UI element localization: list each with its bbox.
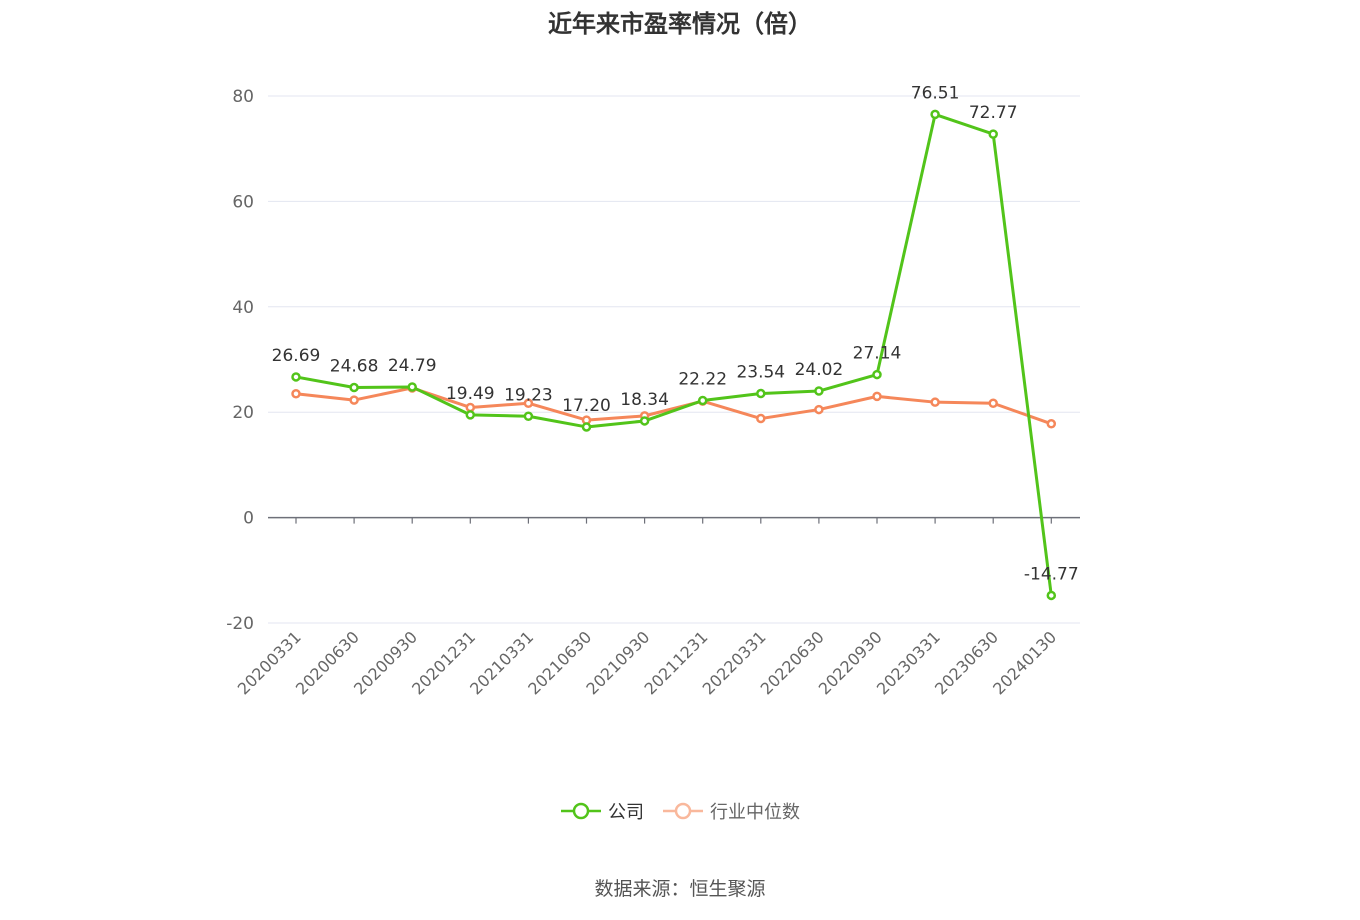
x-tick-label: 20240130 [989, 627, 1060, 698]
company-data-label: 24.68 [330, 357, 379, 377]
company-data-label: 19.49 [446, 384, 495, 404]
company-point [930, 109, 940, 120]
y-tick-label: -20 [226, 614, 254, 634]
data-labels: 26.69 24.68 24.79 19.49 19.23 17.20 18.34 22.22… [272, 83, 1079, 584]
industry-median-point [523, 398, 534, 408]
company-data-label: 22.22 [678, 370, 727, 390]
legend-item-company[interactable]: 公司 [560, 798, 644, 824]
company-data-label: -14.77 [1024, 564, 1079, 584]
data-source: 数据来源：恒生聚源 [594, 878, 766, 900]
company-point [407, 382, 417, 392]
grid-lines [268, 95, 1080, 624]
industry-median-point [930, 397, 940, 407]
company-point [349, 382, 359, 393]
industry-median-point [988, 398, 998, 408]
y-tick-label: 60 [232, 192, 254, 212]
company-data-label: 17.20 [562, 396, 611, 416]
industry-median-point [1046, 419, 1057, 429]
company-point [988, 129, 998, 139]
company-point [872, 369, 882, 380]
company-point [639, 416, 650, 426]
company-point [814, 386, 824, 396]
series-lines [291, 109, 1057, 601]
legend: 公司 行业中位数 [0, 796, 1360, 826]
company-point [581, 422, 592, 432]
y-tick-label: 80 [232, 87, 254, 107]
legend-industry-marker-icon [663, 802, 703, 820]
company-data-label: 23.54 [736, 363, 785, 383]
industry-median-point [349, 395, 359, 405]
industry-median-point [814, 404, 824, 415]
company-point [756, 388, 766, 399]
legend-company-label: 公司 [608, 802, 644, 823]
company-data-label: 27.14 [853, 344, 902, 364]
company-line [295, 112, 1053, 596]
company-data-label: 72.77 [969, 103, 1018, 123]
legend-company-marker-icon [561, 802, 601, 820]
company-data-label: 76.51 [911, 83, 960, 103]
y-tick-label: 0 [243, 509, 254, 529]
company-data-label: 18.34 [620, 390, 669, 410]
company-data-label: 24.79 [388, 356, 437, 376]
industry-median-point [465, 402, 476, 413]
company-point [697, 395, 708, 406]
y-tick-label: 40 [232, 298, 254, 318]
company-data-label: 24.02 [795, 360, 844, 380]
y-tick-label: 20 [232, 403, 254, 423]
legend-industry-label: 行业中位数 [710, 802, 800, 823]
company-point [291, 372, 301, 382]
industry-median-point [872, 391, 882, 402]
legend-item-industry-median[interactable]: 行业中位数 [662, 798, 800, 824]
company-point [1046, 590, 1057, 601]
company-point [465, 410, 476, 420]
company-data-label: 26.69 [272, 346, 321, 366]
company-data-label: 19.23 [504, 385, 553, 405]
industry-median-point [756, 413, 766, 424]
chart-title: 近年来市盈率情况（倍） [548, 10, 812, 38]
industry-median-point [291, 389, 301, 399]
company-point [523, 411, 534, 422]
